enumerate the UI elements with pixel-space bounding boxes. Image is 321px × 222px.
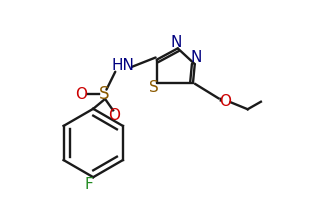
Text: N: N — [190, 50, 202, 65]
Text: O: O — [75, 87, 87, 102]
Text: S: S — [149, 80, 159, 95]
Text: F: F — [84, 177, 93, 192]
Text: N: N — [171, 35, 182, 50]
Text: HN: HN — [112, 58, 134, 73]
Text: O: O — [108, 108, 120, 123]
Text: S: S — [99, 85, 109, 103]
Text: O: O — [220, 93, 231, 109]
